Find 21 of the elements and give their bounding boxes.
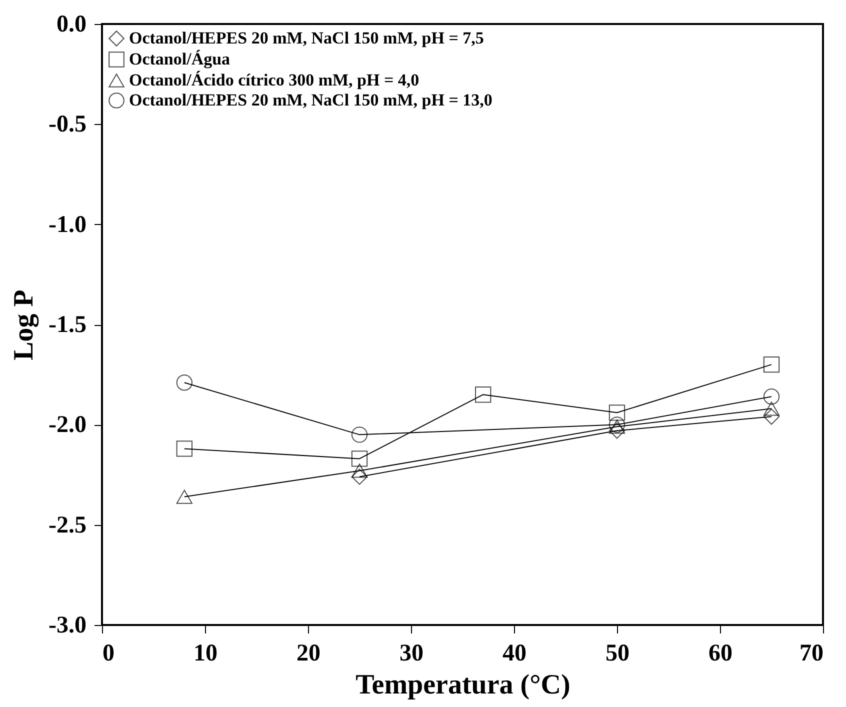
legend-label: Octanol/HEPES 20 mM, NaCl 150 mM, pH = 7,5 (129, 28, 484, 48)
x-tick-label: 0 (102, 640, 114, 666)
x-tick-label: 50 (606, 640, 630, 666)
legend-label: Octanol/Água (129, 50, 231, 68)
x-tick-label: 70 (800, 640, 824, 666)
y-tick-label: -2.5 (48, 512, 86, 538)
legend-label: Octanol/HEPES 20 mM, NaCl 150 mM, pH = 13,0 (129, 90, 492, 110)
x-axis-title: Temperatura (°C) (356, 670, 570, 700)
y-tick-label: -3.0 (48, 612, 86, 638)
x-tick-label: 30 (400, 640, 424, 666)
y-tick-label: -1.5 (48, 312, 86, 338)
y-tick-label: -0.5 (48, 112, 86, 138)
y-axis-title: Log P (8, 290, 40, 360)
x-tick-label: 10 (194, 640, 218, 666)
x-tick-label: 20 (296, 640, 320, 666)
y-tick-label: -2.0 (48, 412, 86, 438)
y-tick-label: -1.0 (48, 212, 86, 238)
legend-label: Octanol/Ácido cítrico 300 mM, pH = 4,0 (129, 70, 420, 90)
y-tick-label: 0.0 (56, 12, 86, 38)
x-tick-label: 60 (708, 640, 732, 666)
x-tick-label: 40 (502, 640, 526, 666)
